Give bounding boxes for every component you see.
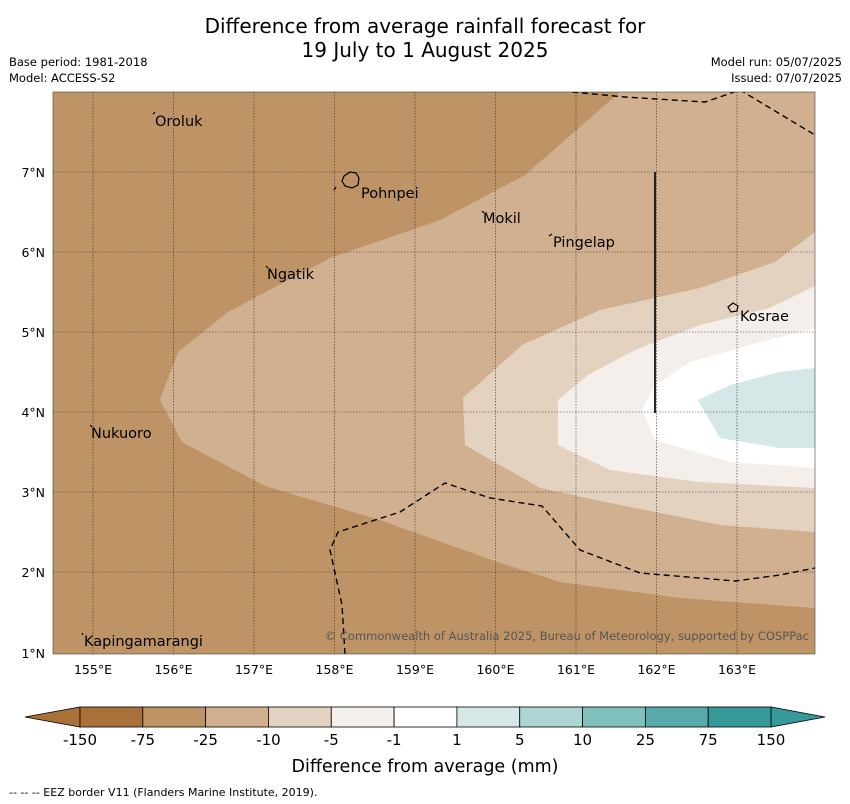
label-kapingamarangi: Kapingamarangi: [84, 634, 203, 650]
title-line-2: 19 July to 1 August 2025: [301, 38, 549, 62]
map-title: Difference from average rainfall forecas…: [0, 14, 850, 62]
lon-tick-label: 159°E: [396, 662, 434, 677]
colorbar-cell: [142, 706, 207, 728]
colorbar-cell: [268, 706, 332, 728]
colorbar-tick-label: -10: [256, 731, 281, 749]
lon-tick-label: 162°E: [637, 662, 675, 677]
colorbar-title: Difference from average (mm): [291, 757, 558, 777]
lon-tick-label: 158°E: [315, 662, 353, 677]
lat-tick-label: 1°N: [21, 646, 45, 661]
copyright-notice: © Commonwealth of Australia 2025, Bureau…: [325, 629, 809, 643]
issued-date: Issued: 07/07/2025: [731, 71, 842, 85]
lat-tick-label: 6°N: [21, 245, 45, 260]
colorbar-tick-label: 75: [699, 731, 718, 749]
colorbar-tick-label: 10: [573, 731, 592, 749]
eez-footnote: -- -- -- EEZ border V11 (Flanders Marine…: [9, 786, 318, 799]
title-line-1: Difference from average rainfall forecas…: [204, 14, 646, 38]
mokil-atoll-icon: [481, 210, 485, 214]
ngatik-atoll-icon: [265, 265, 269, 269]
colorbar-cell: [582, 706, 646, 728]
colorbar-cell: [456, 706, 521, 728]
colorbar-cell: [519, 706, 583, 728]
colorbar-tick-label: 5: [515, 731, 525, 749]
colorbar-cell: [393, 706, 458, 728]
lon-tick-label: 156°E: [154, 662, 192, 677]
colorbar-tick-label: -1: [387, 731, 402, 749]
place-labels: Oroluk Pohnpei Mokil Pingelap Ngatik Kos…: [84, 114, 789, 650]
colorbar-low-extension: [24, 706, 81, 728]
colorbar-cell: [707, 706, 772, 728]
kapingamarangi-atoll-icon: [81, 632, 84, 636]
label-ngatik: Ngatik: [267, 267, 315, 283]
label-pingelap: Pingelap: [553, 235, 615, 251]
model-name: Model: ACCESS-S2: [9, 71, 116, 85]
meta-right: Model run: 05/07/2025 Issued: 07/07/2025: [711, 54, 842, 86]
label-nukuoro: Nukuoro: [91, 426, 152, 442]
map-frame: [52, 91, 816, 655]
colorbar-cell: [330, 706, 395, 728]
lon-tick-label: 163°E: [718, 662, 756, 677]
colorbar-cells: [79, 706, 772, 728]
colorbar-cell: [205, 706, 269, 728]
kosrae-island-icon: [727, 302, 739, 313]
colorbar-tick-label: -5: [324, 731, 339, 749]
lat-tick-label: 2°N: [21, 565, 45, 580]
colorbar-labels: -150 -75 -25 -10 -5 -1 1 5 10 25 75 150: [63, 731, 785, 749]
pohnpei-islet-icon: [333, 186, 337, 191]
lon-tick-label: 157°E: [235, 662, 273, 677]
lon-tick-label: 161°E: [557, 662, 595, 677]
colorbar-high-extension: [770, 706, 826, 728]
pingelap-atoll-icon: [548, 233, 553, 237]
colorbar-tick-label: -150: [63, 731, 97, 749]
lat-tick-label: 7°N: [21, 165, 45, 180]
colorbar-tick-label: 25: [636, 731, 655, 749]
colorbar-tick-label: 150: [757, 731, 786, 749]
island-outlines: [81, 111, 739, 636]
colorbar-tick-label: -75: [131, 731, 156, 749]
pohnpei-island-icon: [341, 171, 360, 189]
lat-tick-label: 4°N: [21, 405, 45, 420]
colorbar-tick-label: 1: [452, 731, 462, 749]
colorbar-tick-label: -25: [193, 731, 218, 749]
eez-border: [329, 92, 815, 654]
latitude-axis: 1°N 2°N 3°N 4°N 5°N 6°N 7°N: [21, 165, 45, 661]
oroluk-atoll-icon: [152, 111, 156, 115]
lat-tick-label: 3°N: [21, 485, 45, 500]
zone-1-to-5: [698, 368, 815, 448]
label-oroluk: Oroluk: [155, 114, 203, 130]
colorbar: -150 -75 -25 -10 -5 -1 1 5 10 25 75 150 Difference …: [24, 706, 826, 777]
graticule: [53, 92, 815, 654]
lon-tick-label: 155°E: [74, 662, 112, 677]
nukuoro-atoll-icon: [89, 424, 93, 428]
model-run: Model run: 05/07/2025: [710, 55, 842, 69]
meta-left: Base period: 1981-2018 Model: ACCESS-S2: [9, 54, 148, 86]
map-area: Oroluk Pohnpei Mokil Pingelap Ngatik Kos…: [53, 92, 815, 654]
base-period: Base period: 1981-2018: [9, 55, 148, 69]
lon-tick-label: 160°E: [476, 662, 514, 677]
label-pohnpei: Pohnpei: [361, 186, 419, 202]
colorbar-cell: [79, 706, 144, 728]
label-mokil: Mokil: [483, 211, 521, 227]
longitude-axis: 155°E 156°E 157°E 158°E 159°E 160°E 161°…: [74, 662, 756, 677]
lat-tick-label: 5°N: [21, 325, 45, 340]
colorbar-cell: [644, 706, 709, 728]
label-kosrae: Kosrae: [740, 309, 789, 325]
